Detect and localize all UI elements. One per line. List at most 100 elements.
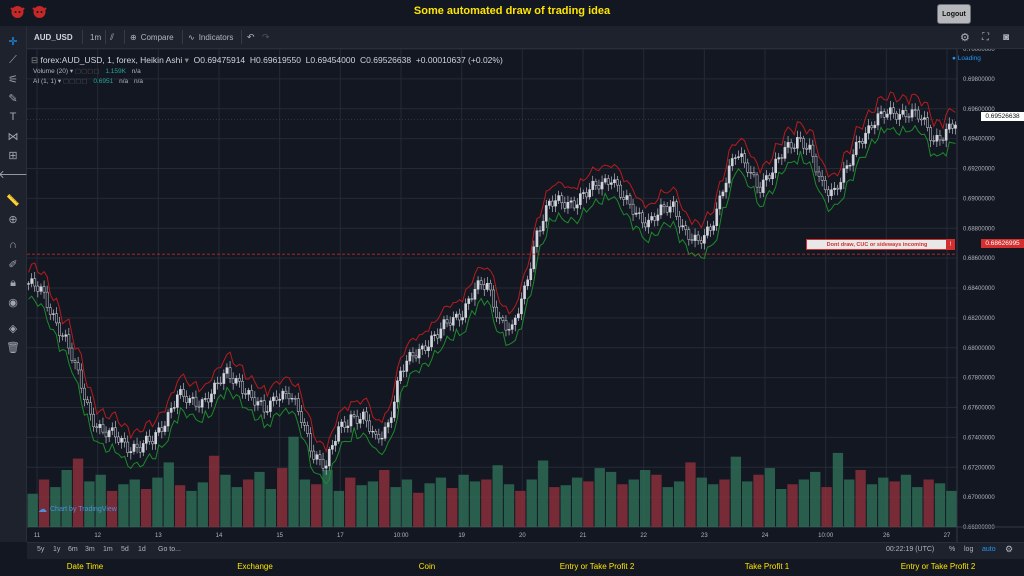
- eye-icon[interactable]: ◉: [8, 296, 18, 309]
- magnet-icon[interactable]: ∩: [9, 239, 17, 251]
- camera-icon[interactable]: ◙: [1003, 31, 1010, 43]
- volume-bar: [707, 484, 719, 527]
- candle-body: [120, 438, 123, 443]
- volume-bar: [583, 481, 594, 527]
- x-axis-tick-label: 24: [762, 533, 769, 539]
- volume-bar: [605, 471, 617, 527]
- ai-label[interactable]: AI (1, 1): [33, 78, 57, 85]
- legend-controls-icon[interactable]: ▢▢▢▢: [63, 78, 88, 85]
- volume-bar: [72, 458, 84, 527]
- candle-body: [203, 398, 207, 400]
- volume-bar: [900, 474, 912, 527]
- goto-button[interactable]: Go to...: [158, 546, 181, 553]
- candle-body: [396, 380, 399, 403]
- redo-icon[interactable]: ↷: [262, 31, 270, 42]
- candle-body: [55, 313, 58, 324]
- footer-exchange: Exchange: [237, 562, 273, 571]
- range-5y[interactable]: 5y: [37, 546, 45, 553]
- pattern-icon[interactable]: ⋈: [7, 130, 19, 143]
- volume-na: n/a: [131, 68, 141, 75]
- percent-toggle[interactable]: %: [949, 546, 956, 553]
- legend-controls-icon[interactable]: ▢▢▢▢: [74, 68, 100, 75]
- candle-body: [892, 107, 895, 114]
- lock-icon[interactable]: 🔒︎: [10, 276, 16, 289]
- volume-bar: [95, 474, 106, 527]
- tradingview-watermark[interactable]: ☁ Chart by TradingView: [38, 504, 117, 515]
- indicators-button[interactable]: ∿ Indicators: [188, 26, 233, 48]
- chart-style-icon[interactable]: ⫽: [110, 31, 115, 42]
- cloud-icon: ☁: [38, 504, 47, 514]
- candle-body: [647, 219, 650, 228]
- settings-gear-icon[interactable]: ⚙: [960, 31, 970, 44]
- range-1d[interactable]: 1d: [138, 546, 146, 553]
- range-6m[interactable]: 6m: [68, 546, 78, 553]
- candle-body: [213, 382, 216, 395]
- back-arrow-icon[interactable]: 🡐: [0, 169, 28, 181]
- compare-button[interactable]: ⊕ Compare: [130, 26, 174, 48]
- candle-body: [563, 202, 567, 209]
- candle-body: [944, 128, 948, 141]
- trade-annotation[interactable]: Dont draw, CUC or sideways incoming: [806, 239, 948, 250]
- candle-body: [662, 204, 666, 207]
- utc-clock[interactable]: 00:22:19 (UTC): [886, 546, 935, 553]
- candle-body: [861, 141, 864, 144]
- volume-bar: [639, 470, 651, 527]
- candle-body: [845, 165, 849, 169]
- candle-body: [901, 110, 905, 115]
- crosshair-icon[interactable]: ✛: [8, 35, 18, 48]
- prediction-icon[interactable]: ⊞: [8, 149, 18, 162]
- candle-body: [529, 268, 533, 281]
- candle-body: [424, 345, 427, 351]
- trash-icon[interactable]: 🗑︎: [6, 341, 20, 354]
- volume-bar: [38, 479, 50, 527]
- candle-body: [393, 401, 396, 418]
- brush-icon[interactable]: ✎: [8, 92, 18, 105]
- candle-body: [913, 109, 917, 111]
- ruler-icon[interactable]: 📏: [6, 194, 20, 207]
- candle-body: [358, 419, 362, 424]
- fib-tool-icon[interactable]: ⚟: [8, 73, 18, 86]
- candle-body: [473, 289, 477, 300]
- trend-line-icon[interactable]: ⟋: [9, 53, 17, 66]
- volume-bar: [333, 490, 345, 527]
- auto-toggle[interactable]: auto: [982, 546, 996, 553]
- lock-pencil-icon[interactable]: ✐: [8, 258, 18, 271]
- candle-body: [269, 400, 272, 412]
- candle-body: [842, 168, 846, 183]
- volume-bar: [413, 492, 424, 527]
- annotation-flag[interactable]: !: [946, 239, 955, 250]
- price-chart[interactable]: 0.70000000 0.69800000 0.69600000 0.69400000…: [27, 49, 1024, 542]
- logout-button[interactable]: Logout: [937, 4, 971, 24]
- scale-settings-icon[interactable]: ⚙: [1005, 544, 1014, 554]
- symbol-search[interactable]: AUD_USD: [34, 32, 73, 42]
- text-tool-icon[interactable]: T: [9, 111, 17, 123]
- volume-label[interactable]: Volume (20): [33, 68, 69, 75]
- series-menu-icon[interactable]: ▾: [184, 55, 189, 65]
- series-name[interactable]: forex:AUD_USD, 1, forex, Heikin Ashi: [40, 55, 183, 65]
- watermark-label: Chart by TradingView: [50, 506, 117, 513]
- range-1y[interactable]: 1y: [53, 546, 61, 553]
- candle-body: [665, 206, 669, 213]
- candle-body: [572, 200, 576, 209]
- zoom-in-icon[interactable]: ⊕: [8, 213, 18, 226]
- candle-body: [414, 355, 418, 359]
- candle-body: [867, 125, 870, 134]
- range-5d[interactable]: 5d: [121, 546, 129, 553]
- range-3m[interactable]: 3m: [85, 546, 95, 553]
- bull-logo-icon: [10, 6, 25, 18]
- log-toggle[interactable]: log: [964, 546, 974, 553]
- candle-body: [684, 225, 688, 230]
- candle-body: [873, 124, 877, 129]
- candle-body: [789, 142, 793, 149]
- candle-body: [138, 446, 142, 453]
- interval-button[interactable]: 1m: [90, 32, 102, 42]
- layers-icon[interactable]: ◈: [8, 322, 18, 335]
- candle-body: [613, 179, 616, 184]
- undo-icon[interactable]: ↶: [247, 31, 255, 42]
- range-1m[interactable]: 1m: [103, 546, 113, 553]
- fullscreen-icon[interactable]: ⛶: [982, 31, 989, 43]
- candle-body: [114, 427, 117, 438]
- y-axis-tick-label: 0.68800000: [963, 226, 995, 232]
- candle-body: [938, 134, 942, 141]
- series-collapse-icon[interactable]: ⊟: [31, 55, 39, 65]
